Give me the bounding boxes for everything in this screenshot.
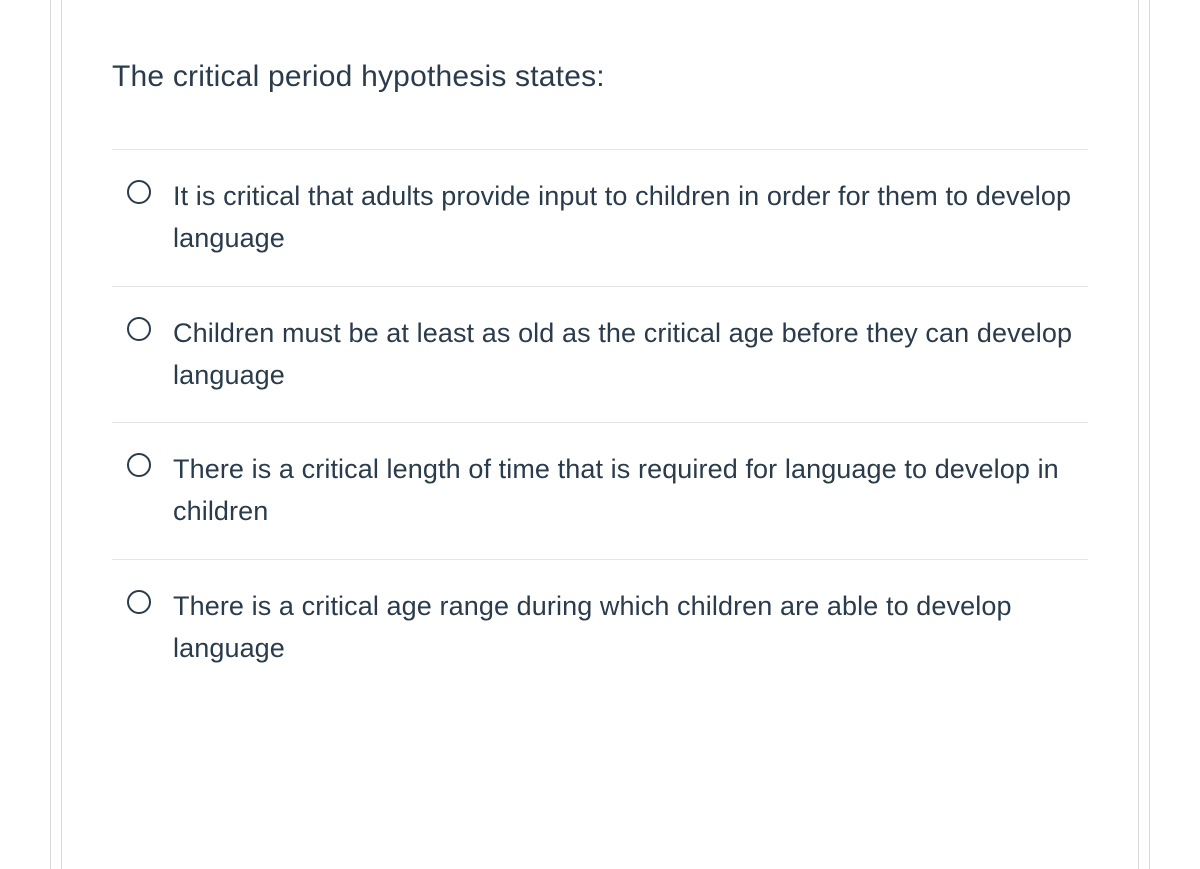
answer-option[interactable]: It is critical that adults provide input…: [112, 150, 1088, 287]
answer-option[interactable]: There is a critical age range during whi…: [112, 560, 1088, 696]
answer-options-list: It is critical that adults provide input…: [112, 149, 1088, 696]
option-label: There is a critical length of time that …: [173, 449, 1088, 533]
question-card: The critical period hypothesis states: I…: [61, 0, 1139, 869]
option-label: There is a critical age range during whi…: [173, 586, 1088, 670]
answer-option[interactable]: There is a critical length of time that …: [112, 423, 1088, 560]
page-outer-frame: The critical period hypothesis states: I…: [50, 0, 1150, 869]
radio-icon: [127, 590, 151, 614]
answer-option[interactable]: Children must be at least as old as the …: [112, 287, 1088, 424]
option-label: It is critical that adults provide input…: [173, 176, 1088, 260]
radio-icon: [127, 180, 151, 204]
radio-icon: [127, 317, 151, 341]
option-label: Children must be at least as old as the …: [173, 313, 1088, 397]
radio-icon: [127, 453, 151, 477]
question-prompt: The critical period hypothesis states:: [112, 60, 1088, 94]
